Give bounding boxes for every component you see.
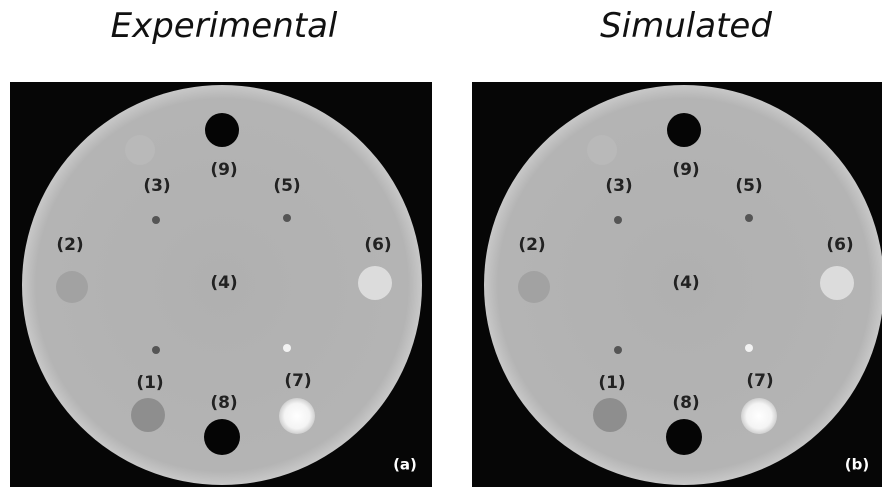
insert [205, 113, 239, 147]
panel: Simulated (1) (2) (3) (4) (5) (6) (7) (8) (9) (b) [472, 6, 882, 487]
insert [614, 216, 622, 224]
insert [152, 346, 160, 354]
insert [131, 398, 165, 432]
insert [745, 344, 753, 352]
insert-label: (4) [672, 273, 699, 293]
insert-label: (3) [605, 176, 632, 196]
insert [358, 266, 392, 300]
panel: Experimental (1) (2) (3) (4) (5) (6) (7) (8) (9) (… [10, 6, 432, 487]
insert [518, 271, 550, 303]
insert-label: (1) [136, 373, 163, 393]
insert-label: (8) [210, 393, 237, 413]
insert [614, 346, 622, 354]
insert-label: (5) [273, 176, 300, 196]
insert-label: (5) [735, 176, 762, 196]
insert-label: (6) [826, 235, 853, 255]
insert [279, 398, 315, 434]
insert [745, 214, 753, 222]
insert [667, 113, 701, 147]
insert [587, 135, 617, 165]
insert [741, 398, 777, 434]
insert-label: (1) [598, 373, 625, 393]
insert-label: (4) [210, 273, 237, 293]
insert [820, 266, 854, 300]
insert [666, 419, 702, 455]
insert [56, 271, 88, 303]
insert-label: (7) [284, 371, 311, 391]
panel-title: Experimental [111, 6, 338, 46]
insert-label: (8) [672, 393, 699, 413]
insert [593, 398, 627, 432]
insert [152, 216, 160, 224]
panel-tag: (a) [393, 456, 417, 474]
insert [204, 419, 240, 455]
figure: Experimental (1) (2) (3) (4) (5) (6) (7) (8) (9) (… [0, 0, 882, 487]
insert [125, 135, 155, 165]
insert-label: (3) [143, 176, 170, 196]
insert-label: (9) [210, 160, 237, 180]
insert-label: (6) [364, 235, 391, 255]
panel-title: Simulated [600, 6, 772, 46]
insert-label: (9) [672, 160, 699, 180]
insert [283, 214, 291, 222]
insert [283, 344, 291, 352]
insert-label: (7) [746, 371, 773, 391]
panel-tag: (b) [845, 456, 869, 474]
insert-label: (2) [56, 235, 83, 255]
insert-label: (2) [518, 235, 545, 255]
